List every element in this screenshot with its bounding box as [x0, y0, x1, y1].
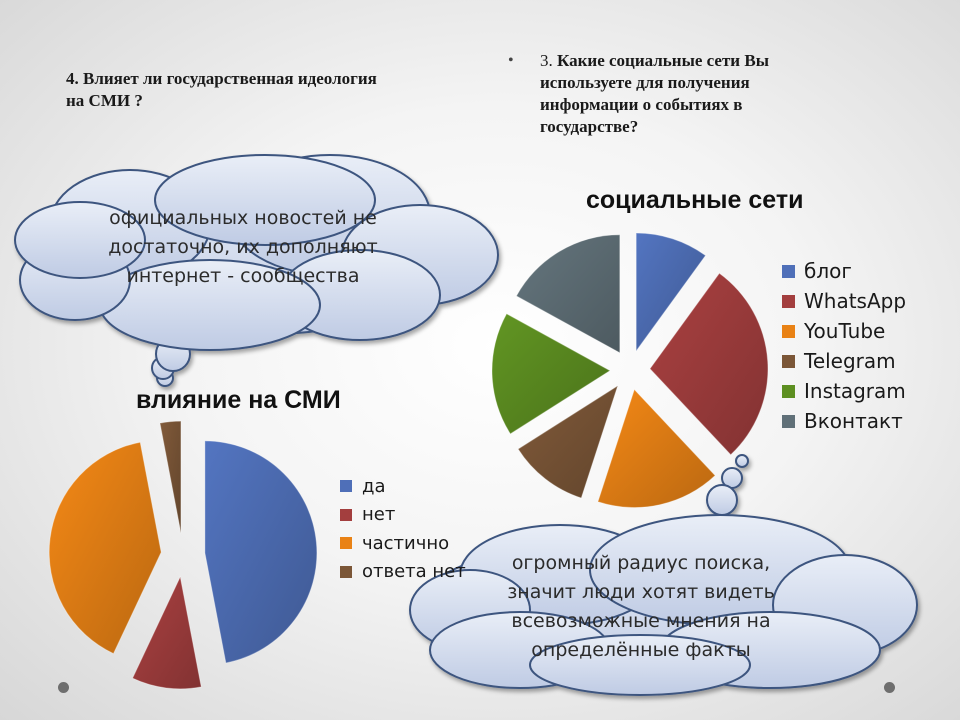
- slide-nav-dot-right: [884, 682, 895, 693]
- legend-label: ответа нет: [362, 561, 466, 583]
- legend-item: ответа нет: [340, 558, 466, 587]
- pie-slice-WhatsApp: [649, 272, 769, 456]
- legend-item: Вконтакт: [782, 406, 906, 436]
- legend-social: блог WhatsApp YouTube Telegram Instagram…: [782, 256, 906, 436]
- legend-swatch: [340, 565, 352, 578]
- legend-influence: да нет частично ответа нет: [340, 472, 466, 586]
- legend-item: частично: [340, 529, 466, 558]
- legend-label: Telegram: [804, 349, 896, 373]
- legend-item: YouTube: [782, 316, 906, 346]
- question-3-number: 3.: [540, 51, 553, 70]
- legend-label: блог: [804, 259, 852, 283]
- legend-swatch: [340, 480, 352, 493]
- legend-swatch: [782, 294, 795, 308]
- legend-swatch: [782, 414, 795, 428]
- pie-slice-да: [204, 440, 318, 664]
- legend-label: YouTube: [804, 319, 886, 343]
- legend-label: Instagram: [804, 379, 906, 403]
- legend-swatch: [782, 324, 795, 338]
- legend-label: WhatsApp: [804, 289, 907, 313]
- legend-item: Instagram: [782, 376, 906, 406]
- legend-swatch: [782, 264, 795, 278]
- bubble-text-bottom-right: огромный радиус поиска, значит люди хотя…: [507, 552, 775, 661]
- pie-slice-блог: [635, 232, 707, 353]
- pie-slice-нет: [131, 575, 202, 690]
- question-3-body: Какие социальные сети Вы используете для…: [540, 51, 769, 136]
- legend-swatch: [782, 384, 795, 398]
- bubble-text-top-left: официальных новостей не достаточно, их д…: [108, 207, 378, 287]
- legend-item: нет: [340, 501, 466, 530]
- chart-title-social: социальные сети: [586, 186, 804, 214]
- legend-label: да: [362, 475, 386, 497]
- legend-item: блог: [782, 256, 906, 286]
- legend-item: да: [340, 472, 466, 501]
- legend-item: Telegram: [782, 346, 906, 376]
- legend-swatch: [782, 354, 795, 368]
- chart-title-influence: влияние на СМИ: [136, 386, 341, 414]
- legend-label: Вконтакт: [804, 409, 903, 433]
- pie-slice-ответа нет: [159, 420, 182, 534]
- legend-label: частично: [362, 532, 450, 554]
- thought-cloud-top-left: [14, 154, 499, 387]
- slide-nav-dot-left: [58, 682, 69, 693]
- question-3-text: 3. Какие социальные сети Вы используете …: [540, 50, 840, 138]
- legend-item: WhatsApp: [782, 286, 906, 316]
- pie-slice-YouTube: [597, 388, 716, 509]
- pie-slice-частично: [48, 441, 162, 655]
- legend-swatch: [340, 508, 352, 521]
- thought-cloud-bottom-right: [409, 454, 918, 696]
- pie-slice-Instagram: [491, 313, 611, 435]
- legend-label: нет: [362, 504, 396, 526]
- question-4-text: 4. Влияет ли государственная идеология н…: [66, 69, 377, 110]
- pie-slice-Вконтакт: [515, 234, 621, 354]
- pie-slice-Telegram: [517, 384, 619, 499]
- bullet-dot: •: [508, 52, 514, 69]
- legend-swatch: [340, 537, 352, 550]
